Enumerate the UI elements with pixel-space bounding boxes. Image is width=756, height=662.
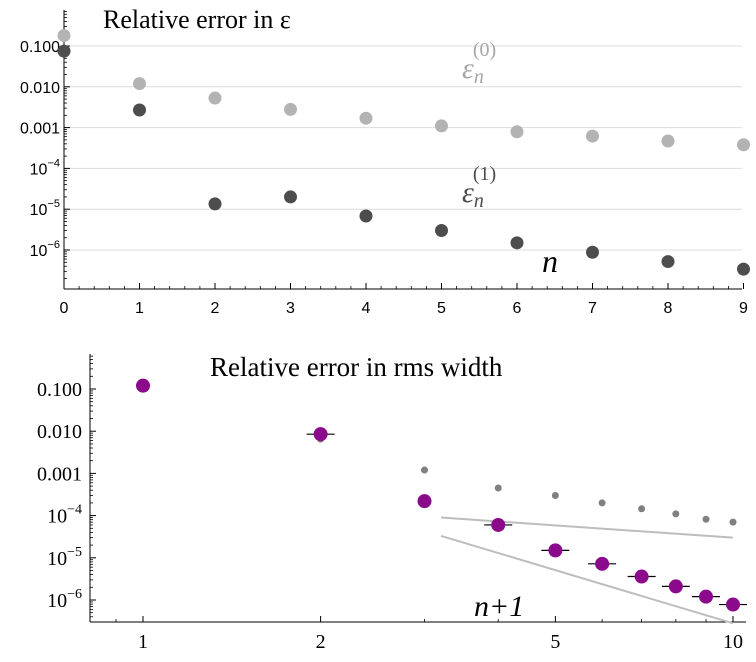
data-point-eps0: [133, 77, 146, 91]
data-point-eps0: [737, 138, 750, 152]
x-axis-label: n: [542, 243, 558, 279]
x-tick-label: 1: [138, 631, 148, 653]
x-tick-label: 9: [739, 300, 748, 317]
data-point-eps1: [284, 190, 297, 204]
x-tick-label: 8: [664, 300, 673, 317]
data-point-purple: [595, 556, 610, 571]
x-tick-label: 1: [135, 300, 144, 317]
data-point-purple: [634, 569, 649, 584]
x-tick-label: 2: [211, 300, 220, 317]
x-axis-label: n+1: [474, 590, 524, 623]
data-point-purple: [726, 597, 740, 612]
data-point-eps0: [284, 102, 297, 116]
data-point-purple: [313, 427, 328, 442]
data-point-purple: [417, 494, 432, 509]
reference-line: [440, 534, 734, 625]
data-point-purple: [136, 378, 150, 393]
data-point-eps1: [359, 209, 373, 223]
chart-title: Relative error in ε: [103, 5, 291, 34]
y-tick-label: 0.001: [37, 463, 82, 485]
series-label-eps0: εn(0): [462, 39, 496, 88]
data-point-eps0: [359, 111, 373, 125]
y-tick-label: 10−4: [30, 157, 60, 178]
x-tick-label: 0: [60, 300, 69, 317]
data-point-eps1: [586, 245, 599, 259]
y-tick-label: 0.010: [20, 80, 60, 97]
data-point-grey: [672, 510, 680, 518]
data-point-eps1: [435, 224, 448, 238]
data-point-eps1: [57, 44, 71, 58]
reference-line: [440, 516, 734, 539]
chart-epsilon-error: 0.100 0.010 0.001 10−4 10−5 10−6 0 1 2 3 4 5 6 7 8 9 Rel…: [20, 5, 750, 317]
x-tick-label: 5: [437, 300, 446, 317]
data-point-purple: [491, 517, 506, 532]
x-tick-label: 7: [588, 300, 597, 317]
data-point-purple: [668, 579, 683, 594]
y-tick-label: 10−5: [47, 545, 82, 570]
data-point-eps1: [661, 255, 675, 269]
x-tick-label: 3: [286, 300, 295, 317]
x-tick-label: 5: [550, 631, 560, 653]
x-tick-label: 4: [362, 300, 371, 317]
data-point-eps0: [435, 119, 448, 133]
data-point-grey: [638, 505, 646, 513]
y-tick-label: 0.001: [20, 121, 60, 138]
y-tick-label: 10−4: [47, 503, 82, 528]
series-label-eps1: εn(1): [462, 163, 496, 212]
data-point-purple: [548, 543, 563, 558]
y-tick-label: 0.100: [37, 379, 82, 401]
chart-title: Relative error in rms width: [210, 352, 503, 382]
data-point-grey: [598, 499, 606, 507]
data-point-eps0: [661, 134, 675, 148]
data-point-eps0: [208, 91, 222, 105]
y-tick-label: 10−6: [30, 239, 60, 260]
data-point-eps1: [133, 103, 146, 117]
data-point-eps1: [510, 236, 524, 250]
data-point-grey: [551, 491, 559, 499]
data-point-eps1: [737, 262, 750, 276]
y-tick-label: 0.100: [20, 39, 60, 56]
y-tick-label: 0.010: [37, 421, 82, 443]
data-point-grey: [729, 518, 737, 526]
y-tick-label: 10−5: [30, 198, 60, 219]
data-point-eps0: [57, 29, 71, 43]
data-point-purple: [699, 589, 714, 604]
data-point-grey: [494, 484, 502, 492]
data-point-eps0: [510, 125, 524, 139]
data-point-grey: [421, 466, 429, 474]
data-point-eps1: [208, 197, 222, 211]
x-tick-label: 10: [723, 631, 743, 653]
data-point-eps0: [586, 129, 599, 143]
data-point-grey: [702, 515, 710, 523]
x-tick-label: 2: [316, 631, 326, 653]
y-tick-label: 10−6: [47, 587, 82, 612]
x-tick-label: 6: [513, 300, 522, 317]
chart-rms-width-error: 0.100 0.010 0.001 10−4 10−5 10−6 1 2 5 10 Relative…: [37, 352, 747, 653]
